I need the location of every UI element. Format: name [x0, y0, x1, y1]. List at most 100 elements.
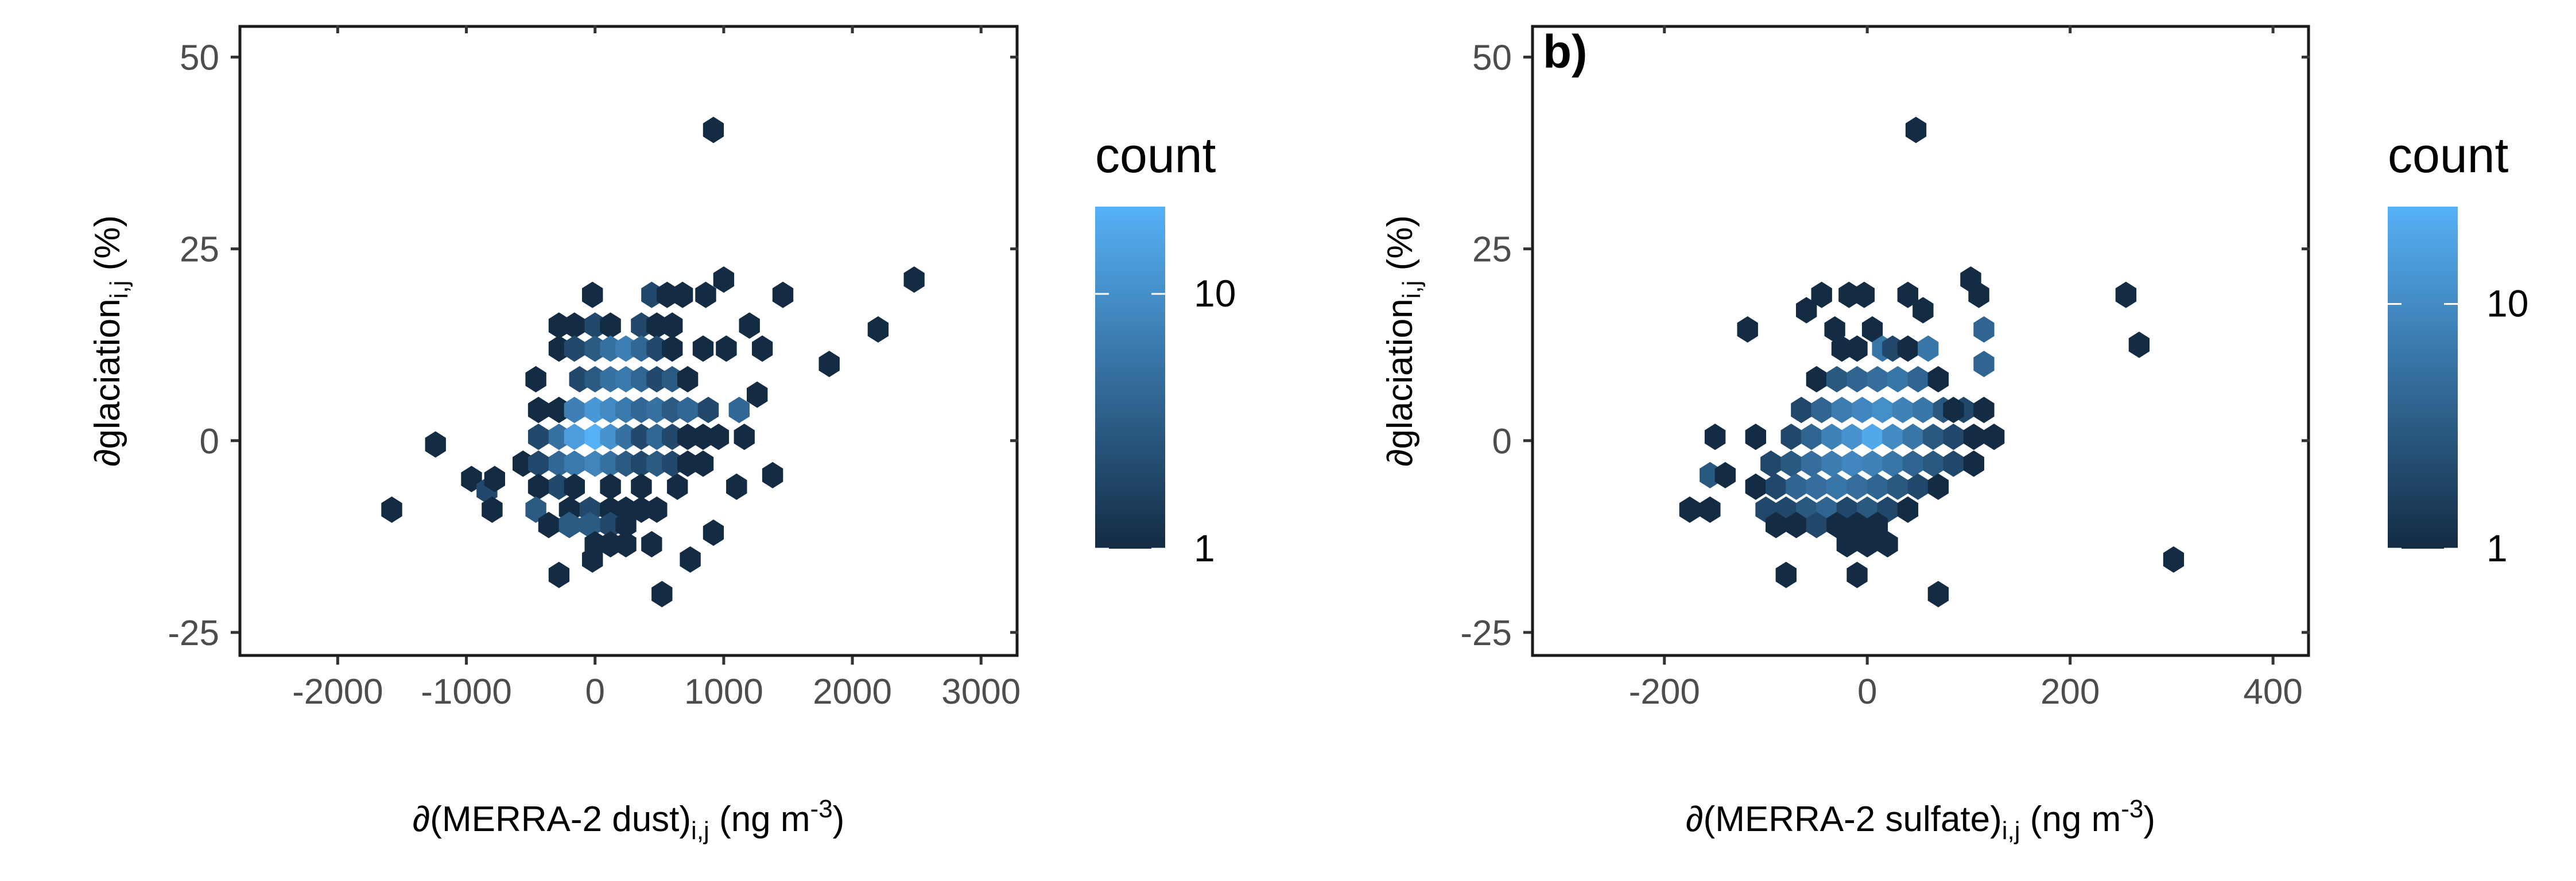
hexbin-cell: [1760, 450, 1782, 477]
panel-a-y-axis: -25 0 25 50: [168, 38, 1018, 653]
y-tick-label: 25: [1472, 230, 1512, 270]
x-tick-label: -1000: [421, 672, 512, 712]
hexbin-cell: [692, 450, 714, 477]
hexbin-cell: [548, 561, 570, 588]
hexbin-cell: [692, 335, 714, 362]
hexbin-cell: [1766, 511, 1787, 538]
hexbin-cell: [1968, 281, 1989, 308]
hexbin-cell: [728, 397, 750, 424]
hexbin-cell: [703, 117, 724, 143]
x-tick-label: 1000: [684, 672, 763, 712]
y-tick-label: 0: [200, 422, 219, 461]
panel-a-x-axis: -2000 -1000 0 1000 2000 3000: [292, 25, 1021, 712]
panel-a-legend: count 1 10: [1095, 128, 1236, 569]
hexbin-cell: [1791, 397, 1812, 424]
hexbin-cell: [1861, 316, 1883, 343]
hexbin-cell: [1902, 424, 1923, 451]
hexbin-cell: [1745, 474, 1766, 500]
hexbin-cell: [1745, 424, 1766, 451]
hexbin-cell: [1872, 397, 1893, 424]
x-tick-label: 2000: [813, 672, 892, 712]
hexbin-cell: [1780, 450, 1802, 477]
hexbin-cell: [484, 465, 505, 492]
hexbin-cell: [1877, 531, 1898, 558]
panel-a-x-title-unit: (ng m: [709, 800, 810, 839]
panel-b-y-title-subscript: i,j: [1398, 281, 1426, 299]
hexbin-cell: [1846, 561, 1868, 588]
hexbin-cell: [1801, 450, 1822, 477]
hexbin-cell: [1826, 366, 1848, 393]
colorbar-tick-label: 10: [2486, 282, 2528, 325]
hexbin-cell: [867, 316, 889, 343]
hexbin-cell: [1905, 117, 1927, 143]
hexbin-cell: [527, 397, 549, 424]
hexbin-cell: [600, 474, 621, 500]
hexbin-cell: [1846, 366, 1868, 393]
x-tick-label: 0: [1857, 672, 1877, 712]
hexbin-cell: [641, 531, 662, 558]
hexbin-cell: [1841, 424, 1863, 451]
hexbin-cell: [1897, 335, 1919, 362]
hexbin-cell: [482, 496, 503, 523]
hexbin-cell: [680, 546, 701, 573]
panel-b-frame: [1531, 25, 2310, 657]
x-tick-label: 0: [585, 672, 604, 712]
hexbin-cell: [1806, 366, 1827, 393]
hexbin-cell: [1927, 581, 1949, 608]
hexbin-cell: [662, 312, 683, 339]
hexbin-cell: [1912, 297, 1934, 324]
hexbin-cell: [903, 266, 925, 293]
hexbin-cell: [631, 474, 652, 500]
hexbin-cell: [2163, 546, 2185, 573]
hexbin-cell: [762, 461, 783, 488]
hexbin-cell: [527, 424, 549, 451]
hexbin-cell: [1963, 424, 1984, 451]
hexbin-cell: [1887, 474, 1908, 500]
hexbin-cell: [726, 474, 747, 500]
panel-b-colorbar-ticks: 1 10: [2388, 282, 2528, 569]
hexbin-cell: [1867, 366, 1888, 393]
panel-a-frame: [238, 25, 1019, 657]
hexbin-cell: [1882, 424, 1903, 451]
hexbin-cell: [1821, 450, 1842, 477]
hexbin-cell: [1704, 424, 1726, 451]
hexbin-cell: [651, 581, 673, 608]
hexbin-cell: [1897, 496, 1919, 523]
hexbin-cell: [1714, 461, 1736, 488]
hexbin-cell: [1882, 450, 1903, 477]
hexbin-cell: [1824, 316, 1845, 343]
hexbin-cell: [1887, 366, 1908, 393]
hexbin-cell: [1973, 316, 1995, 343]
panel-a-x-axis-title: ∂(MERRA-2 dust)i,j (ng m-3): [413, 795, 845, 845]
hexbin-cell: [695, 281, 716, 308]
panel-b-x-axis: -200 0 200 400: [1629, 25, 2303, 712]
panel-b-legend-title: count: [2388, 128, 2508, 183]
panel-a-x-title-subscript: i,j: [691, 817, 709, 845]
hexbin-cell: [381, 496, 402, 523]
hexbin-cell: [525, 496, 546, 523]
hexbin-cell: [425, 431, 446, 458]
hexbin-cell: [1796, 297, 1817, 324]
hexbin-cell: [662, 335, 683, 362]
hexbin-cell: [600, 312, 621, 339]
hexbin-cell: [564, 397, 585, 424]
hexbin-cell: [1826, 511, 1848, 538]
hexbin-cell: [739, 312, 760, 339]
panel-a-y-title-unit: (%): [88, 215, 127, 281]
hexbin-cell: [538, 511, 560, 538]
hexbin-cell: [1943, 397, 1964, 424]
hexbin-cell: [1943, 450, 1964, 477]
hexbin-cell: [1700, 496, 1721, 523]
hexbin-cell: [1806, 474, 1827, 500]
hexbin-cell: [2115, 281, 2137, 308]
panel-a-hexbins: [381, 117, 925, 608]
hexbin-cell: [1857, 531, 1878, 558]
panel-b-x-title-unit: (ng m: [2020, 800, 2121, 839]
hexbin-cell: [564, 335, 585, 362]
hexbin-cell: [564, 474, 585, 500]
hexbin-cell: [1846, 474, 1868, 500]
panel-a-legend-title: count: [1095, 128, 1216, 183]
hexbin-cell: [672, 281, 693, 308]
hexbin-cell: [703, 519, 724, 546]
hexbin-cell: [1973, 397, 1995, 424]
